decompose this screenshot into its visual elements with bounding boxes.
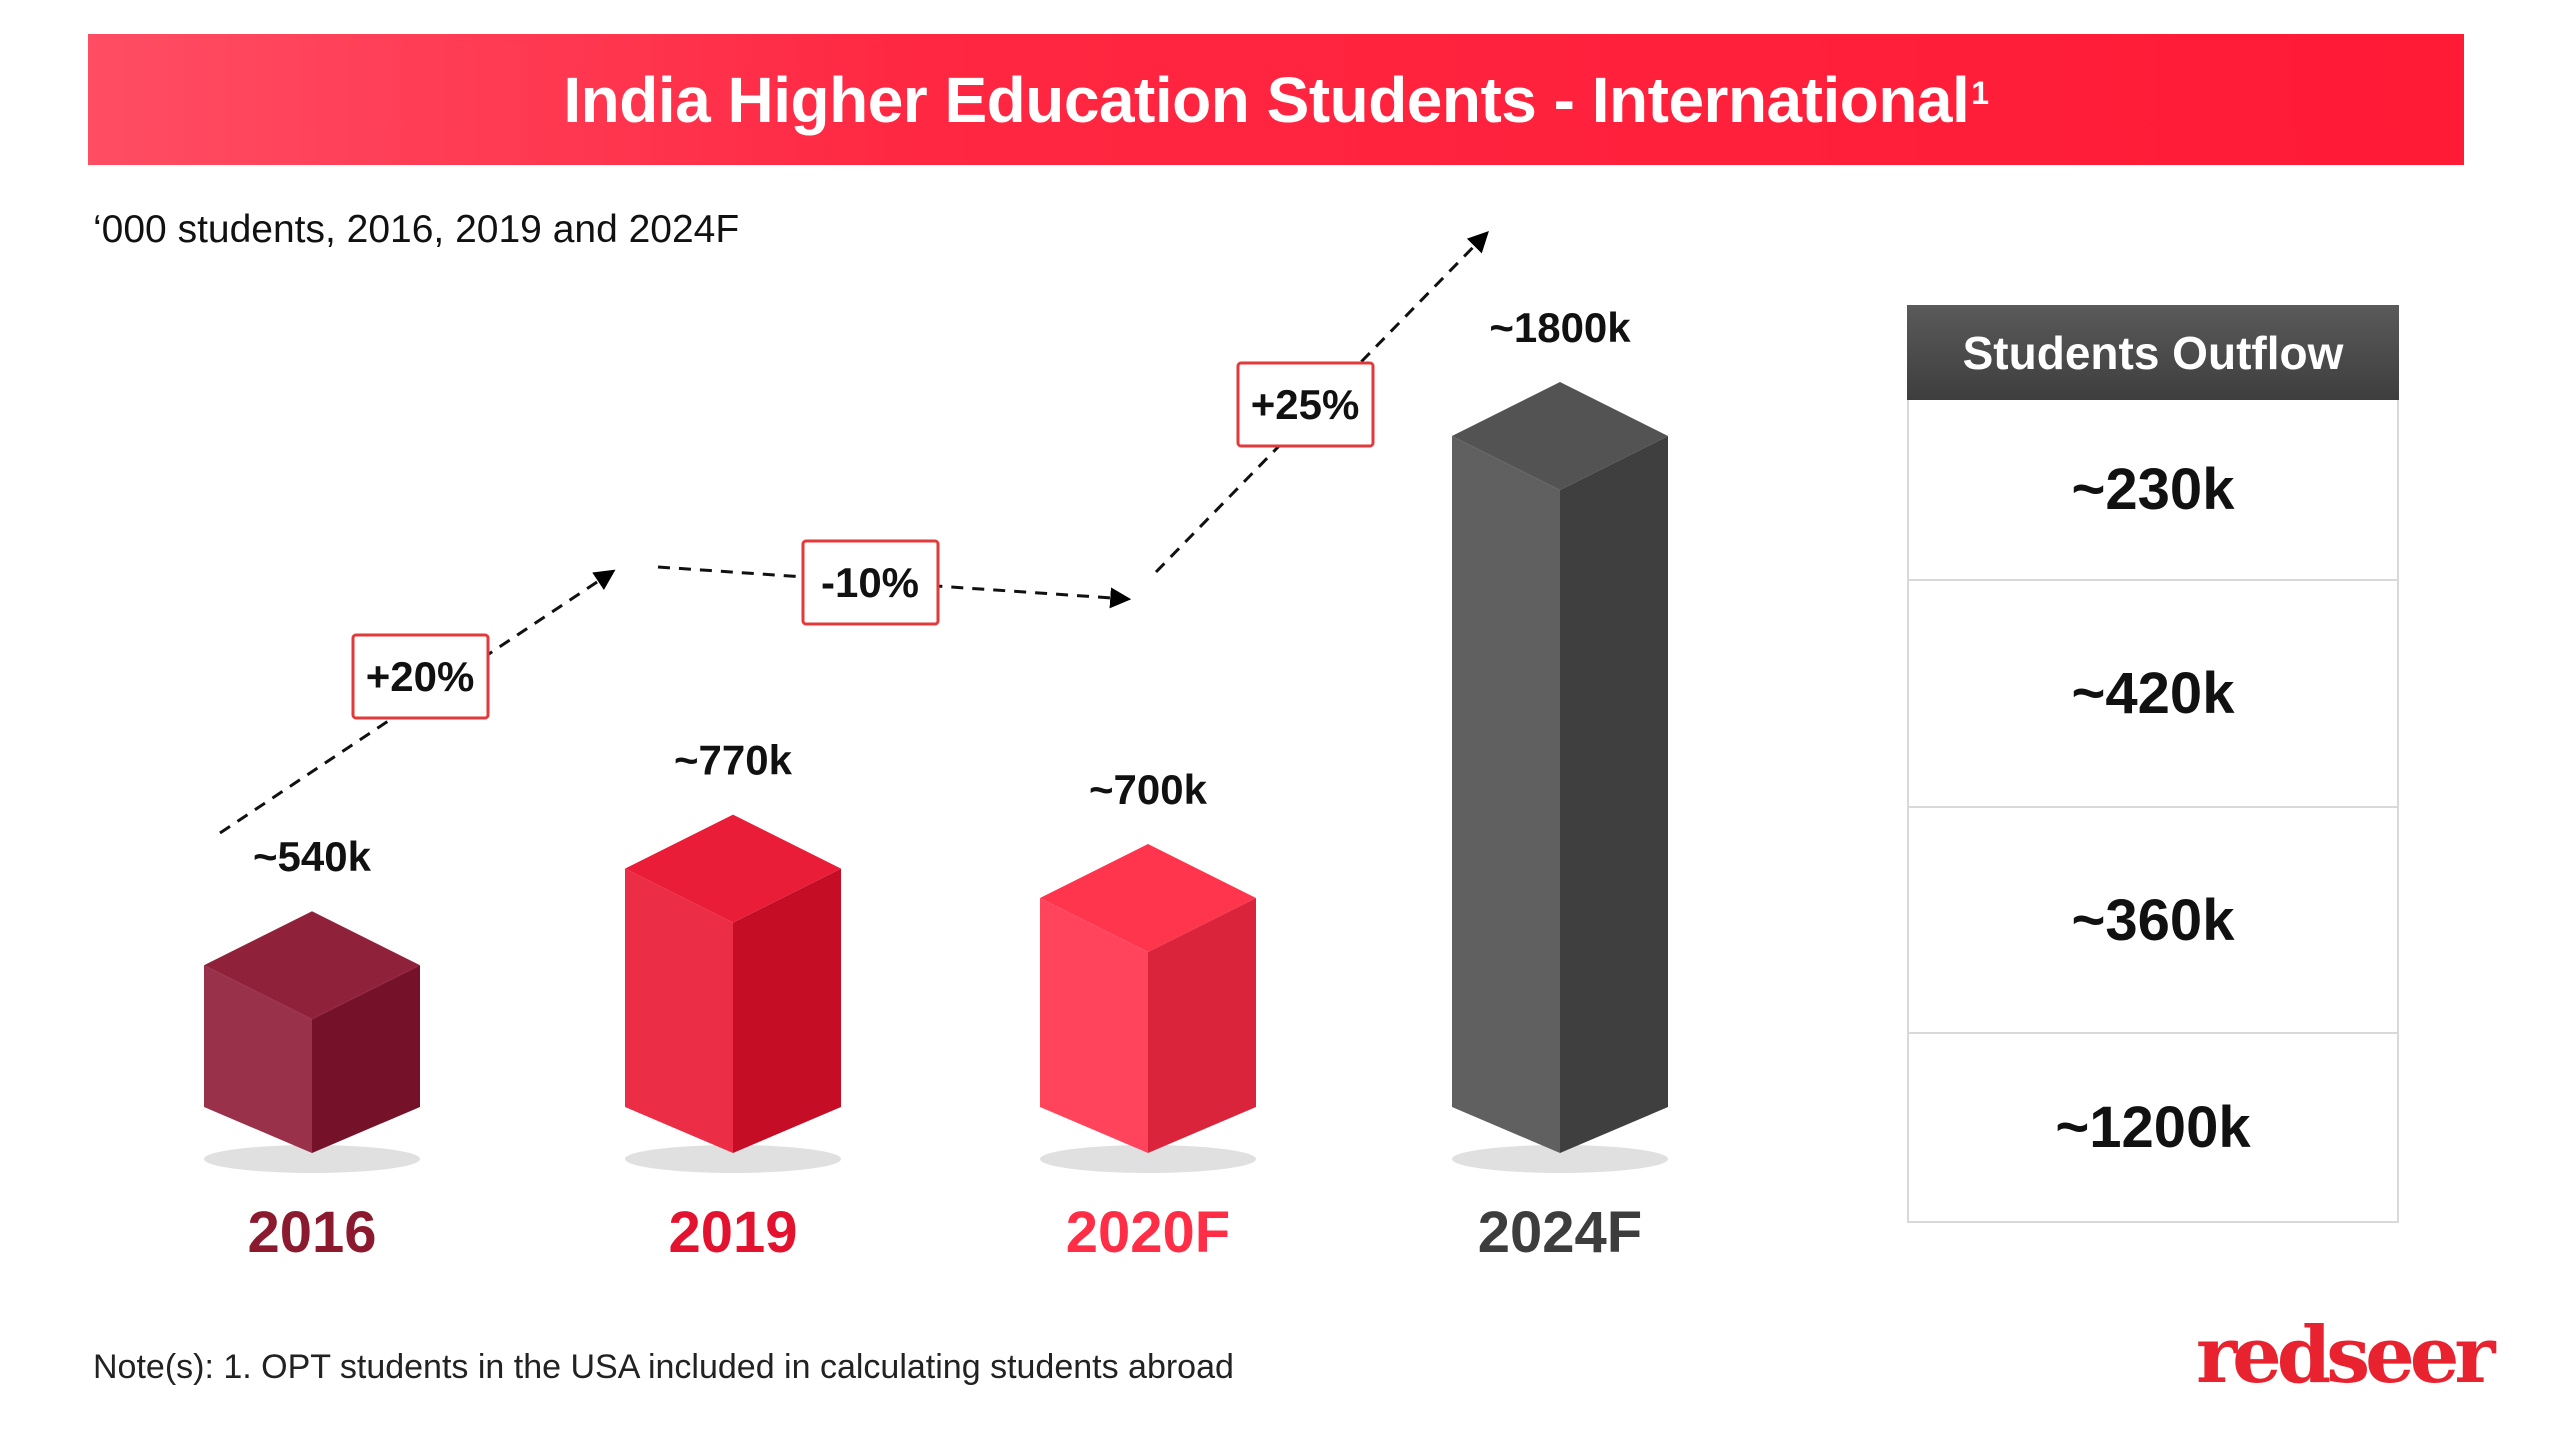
bar-value-label: ~1800k [1489, 304, 1631, 351]
bar-left-face [1040, 898, 1148, 1153]
title-footnote-marker: 1 [1971, 75, 1989, 111]
bar-2019 [625, 814, 841, 1173]
bar-right-face [1148, 898, 1256, 1153]
growth-label: -10% [821, 559, 919, 606]
redseer-logo: redseer [2196, 1310, 2496, 1401]
table-row: ~360k [1909, 808, 2397, 1034]
bar-right-face [312, 965, 420, 1153]
growth-badge [801, 539, 940, 626]
table-row: ~1200k [2055, 1095, 2251, 1160]
bar-value-label: ~540k [253, 833, 372, 880]
bar-2016 [204, 911, 420, 1173]
table-row: ~230k [1909, 400, 2397, 581]
growth-badge [351, 633, 490, 720]
category-label: 2024F [1478, 1200, 1642, 1265]
bar-left-face [625, 868, 733, 1153]
bar-top-face [625, 814, 841, 923]
title-bar: India Higher Education Students - Intern… [88, 34, 2464, 165]
growth-label: +20% [366, 653, 475, 700]
bar-2020F [1040, 844, 1256, 1173]
bar-shadow [625, 1145, 841, 1173]
table-header: Students Outflow [1907, 305, 2399, 400]
bar-value-label: ~770k [674, 737, 793, 784]
category-label: 2016 [247, 1200, 376, 1265]
bar-left-face [204, 965, 312, 1153]
students-outflow-table: Students Outflow ~230k ~420k ~360k ~1200… [1907, 305, 2399, 1223]
bar-right-face [1560, 436, 1668, 1153]
bar-shadow [1452, 1145, 1668, 1173]
bar-left-face [1452, 436, 1560, 1153]
footnote: Note(s): 1. OPT students in the USA incl… [93, 1348, 1234, 1386]
table-row: ~420k [1909, 581, 2397, 808]
bar-top-face [204, 911, 420, 1020]
category-label: 2019 [668, 1200, 797, 1265]
bar-2024F [1452, 382, 1668, 1173]
chart-subtitle: ‘000 students, 2016, 2019 and 2024F [93, 208, 740, 251]
category-label: 2020F [1066, 1200, 1230, 1265]
bar-top-face [1040, 844, 1256, 952]
bar-shadow [1040, 1145, 1256, 1173]
bar-shadow [204, 1145, 420, 1173]
growth-label: +25% [1251, 381, 1360, 428]
bar-top-face [1452, 382, 1668, 490]
growth-badge [1236, 361, 1375, 448]
bar-right-face [733, 868, 841, 1153]
bar-value-label: ~700k [1089, 766, 1208, 813]
page-title: India Higher Education Students - Intern… [563, 63, 1970, 136]
